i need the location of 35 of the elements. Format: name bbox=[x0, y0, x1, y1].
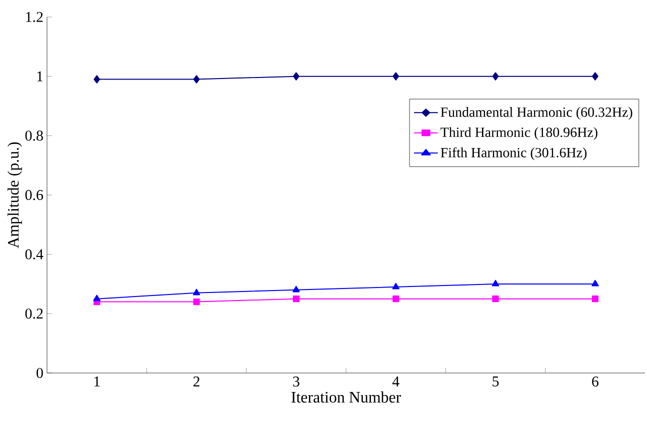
point bbox=[592, 72, 598, 80]
point bbox=[93, 294, 100, 302]
x-tick-label: 6 bbox=[592, 376, 598, 387]
point bbox=[292, 286, 300, 292]
legend-label: Fundamental Harmonic (60.32Hz) bbox=[440, 107, 632, 120]
point bbox=[192, 288, 200, 296]
y-tick-label: 0.2 bbox=[25, 308, 43, 319]
legend-label: Third Harmonic (180.96Hz) bbox=[440, 127, 598, 140]
point bbox=[492, 296, 499, 302]
y-tick-label: 0.8 bbox=[25, 130, 43, 141]
legend-label: Fifth Harmonic (301.6Hz) bbox=[440, 147, 587, 160]
x-tick-label: 4 bbox=[392, 376, 400, 386]
point bbox=[193, 298, 200, 306]
point bbox=[592, 280, 599, 286]
y-tick-label: 0.6 bbox=[25, 190, 44, 200]
y-tick-label: 1.2 bbox=[26, 12, 43, 22]
x-tick-label: 5 bbox=[492, 376, 499, 386]
y-axis-title: Amplitude (p.u.) bbox=[8, 142, 22, 248]
point bbox=[492, 280, 500, 286]
point bbox=[292, 296, 300, 302]
x-axis-title: Iteration Number bbox=[291, 391, 401, 403]
x-tick-label: 2 bbox=[193, 376, 200, 386]
point bbox=[292, 72, 300, 80]
y-tick-label: 1 bbox=[37, 71, 43, 82]
point bbox=[492, 72, 499, 80]
y-tick-label: 0 bbox=[36, 368, 43, 378]
point bbox=[392, 282, 400, 290]
point bbox=[592, 296, 598, 302]
point bbox=[392, 72, 400, 80]
point bbox=[392, 296, 400, 302]
point bbox=[193, 75, 200, 84]
x-tick-label: 1 bbox=[94, 376, 100, 386]
point bbox=[94, 75, 100, 84]
y-tick-label: 0.4 bbox=[25, 249, 44, 260]
x-tick-label: 3 bbox=[293, 376, 300, 387]
